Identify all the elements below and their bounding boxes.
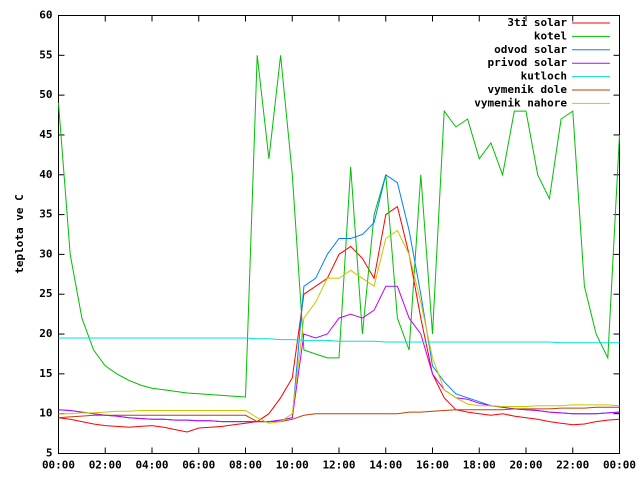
y-tick-label: 60 xyxy=(39,9,52,22)
x-tick-label: 04:00 xyxy=(135,459,168,472)
legend-label: vymenik dole xyxy=(488,83,568,96)
y-tick-label: 45 xyxy=(39,128,52,141)
y-tick-label: 20 xyxy=(39,327,52,340)
x-tick-label: 16:00 xyxy=(416,459,449,472)
x-tick-label: 20:00 xyxy=(509,459,542,472)
series-line xyxy=(58,229,620,424)
y-tick-label: 50 xyxy=(39,88,52,101)
series-line xyxy=(58,337,620,344)
series-line xyxy=(58,55,620,398)
y-tick-label: 35 xyxy=(39,208,52,221)
x-tick-label: 10:00 xyxy=(276,459,309,472)
x-tick-label: 06:00 xyxy=(182,459,215,472)
series-line xyxy=(58,406,620,423)
x-tick-label: 00:00 xyxy=(42,459,75,472)
legend-label: privod solar xyxy=(488,56,568,69)
y-tick-label: 40 xyxy=(39,168,52,181)
y-tick-label: 25 xyxy=(39,287,52,300)
x-tick-label: 12:00 xyxy=(322,459,355,472)
y-tick-label: 10 xyxy=(39,407,52,420)
x-tick-label: 00:00 xyxy=(603,459,636,472)
x-tick-label: 08:00 xyxy=(229,459,262,472)
legend-label: odvod solar xyxy=(494,43,567,56)
y-tick-label: 15 xyxy=(39,367,52,380)
x-tick-label: 14:00 xyxy=(369,459,402,472)
x-tick-label: 02:00 xyxy=(89,459,122,472)
y-axis-label: teplota ve C xyxy=(13,194,26,273)
x-tick-label: 18:00 xyxy=(463,459,496,472)
y-tick-label: 30 xyxy=(39,247,52,260)
legend-label: kotel xyxy=(534,29,567,42)
legend-label: vymenik nahore xyxy=(474,96,567,109)
series-line xyxy=(58,285,620,423)
legend-label: kutloch xyxy=(521,70,567,83)
y-tick-label: 55 xyxy=(39,48,52,61)
x-tick-label: 22:00 xyxy=(556,459,589,472)
legend-label: 3ti solar xyxy=(507,16,567,29)
series-line xyxy=(58,205,620,433)
y-tick-label: 5 xyxy=(46,447,53,460)
